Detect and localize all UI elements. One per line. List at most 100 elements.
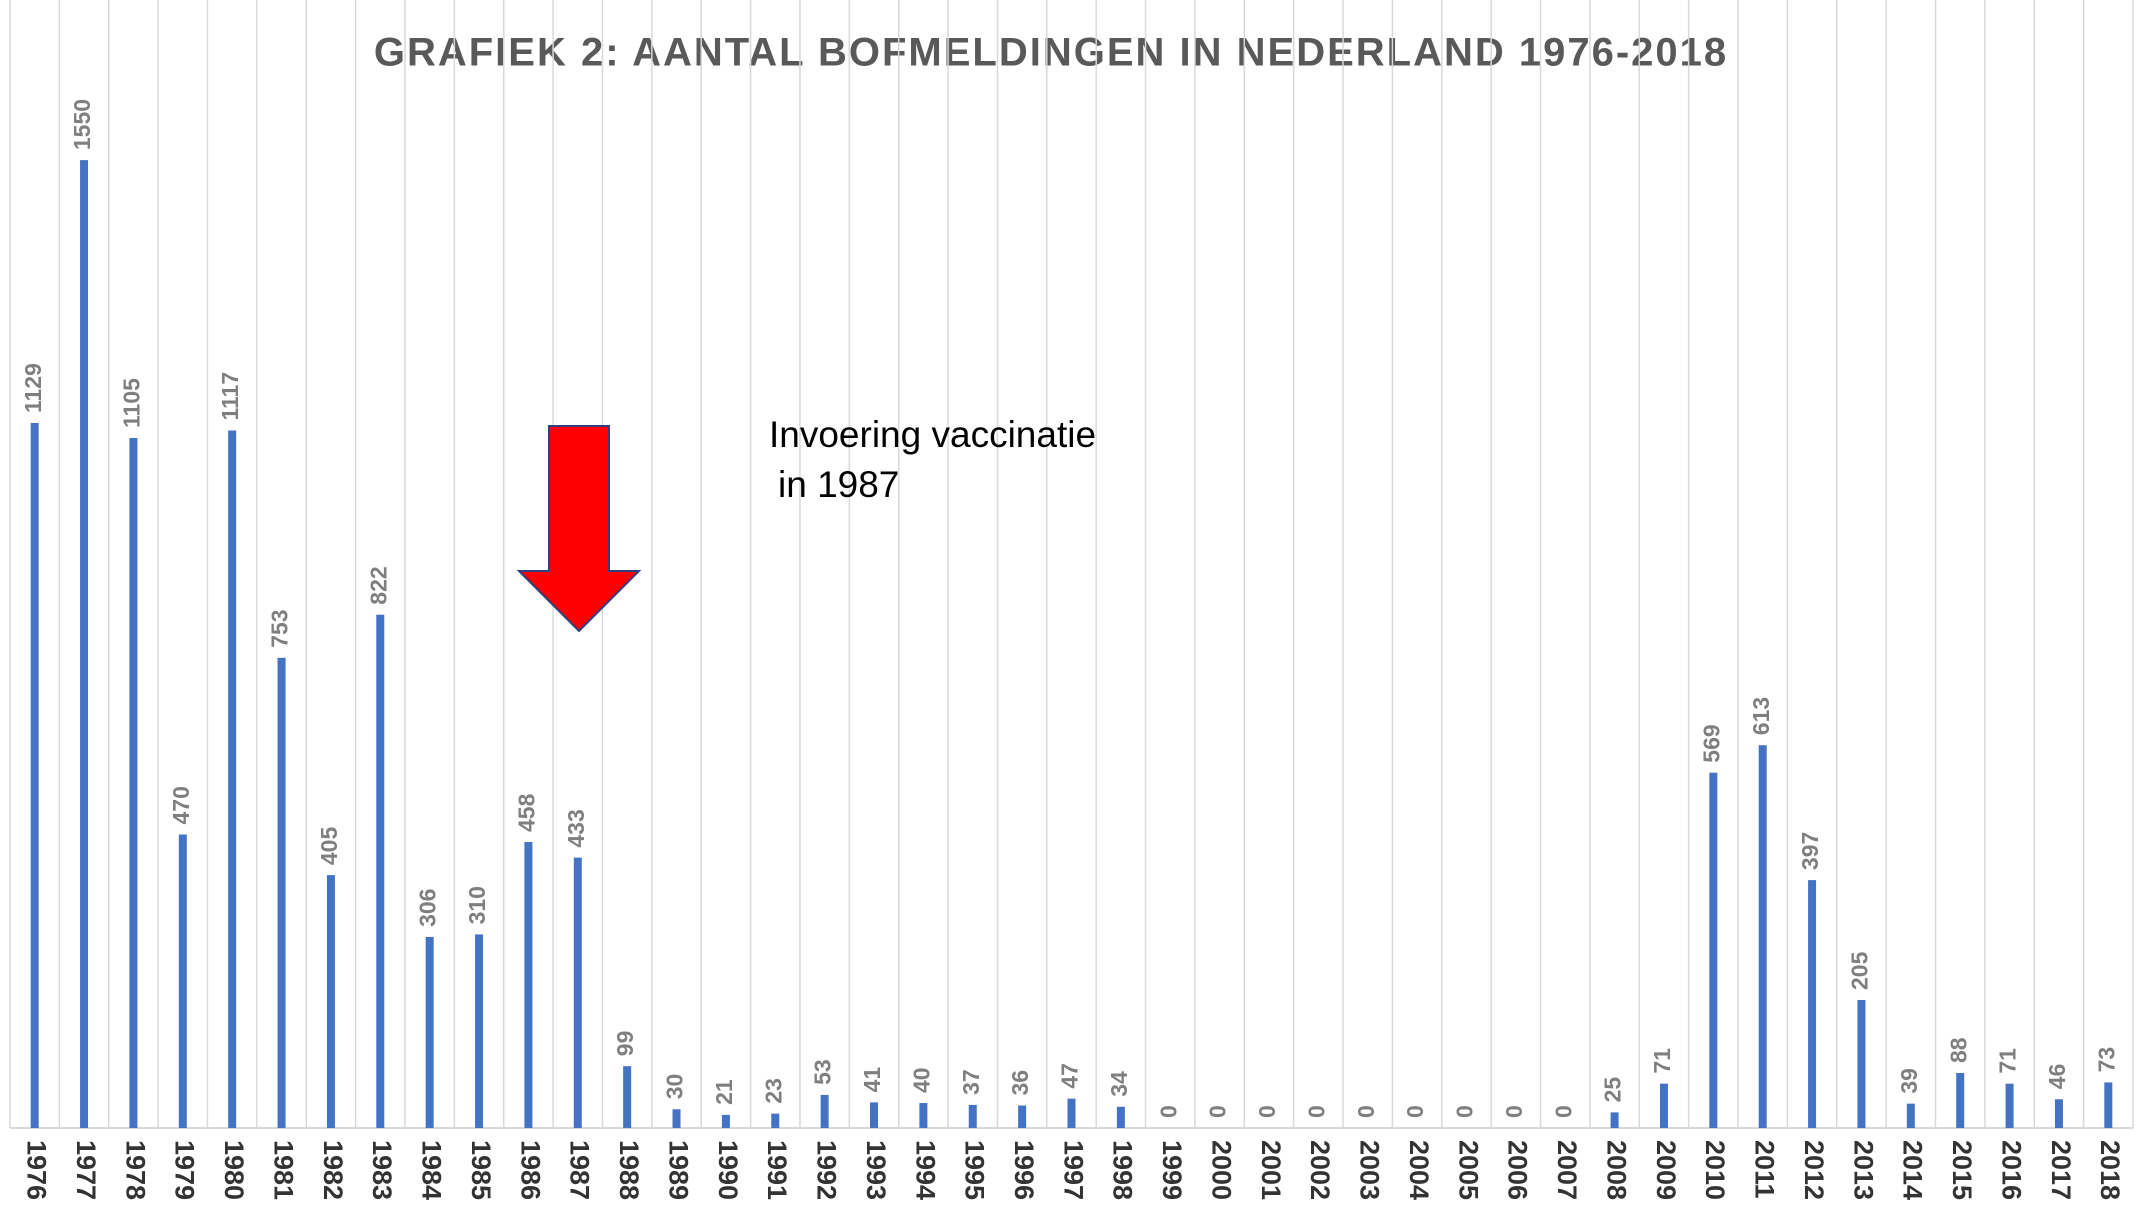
chart-title: GRAFIEK 2: AANTAL BOFMELDINGEN IN NEDERL… — [374, 31, 1728, 75]
x-tick-label: 1979 — [170, 1140, 200, 1200]
x-tick-label: 2001 — [1256, 1140, 1286, 1200]
data-label: 34 — [1106, 1071, 1132, 1097]
x-tick-label: 1978 — [120, 1140, 150, 1200]
bar — [870, 1102, 879, 1128]
x-tick-label: 2011 — [1750, 1140, 1780, 1199]
arrow — [516, 425, 642, 633]
bar — [326, 875, 335, 1128]
data-label: 1129 — [20, 363, 46, 413]
x-tick-label: 1987 — [565, 1140, 595, 1200]
bar — [1956, 1073, 1965, 1128]
bar — [1116, 1106, 1125, 1128]
bar — [524, 842, 533, 1128]
data-label: 71 — [1995, 1048, 2021, 1074]
x-tick-label: 2013 — [1848, 1140, 1878, 1200]
data-label: 397 — [1797, 832, 1823, 870]
data-label: 0 — [1501, 1105, 1527, 1118]
bar — [1018, 1105, 1027, 1128]
bar — [30, 423, 39, 1129]
data-label: 458 — [513, 793, 539, 832]
bar — [129, 437, 138, 1128]
x-tick-label: 1992 — [812, 1140, 842, 1200]
data-label: 405 — [316, 827, 342, 866]
x-tick-label: 2014 — [1898, 1140, 1928, 1200]
data-label: 99 — [612, 1031, 638, 1057]
data-label: 88 — [1945, 1037, 1971, 1063]
data-label: 0 — [1303, 1105, 1329, 1118]
data-label: 205 — [1847, 951, 1873, 990]
x-tick-label: 1993 — [861, 1140, 891, 1200]
data-label: 41 — [859, 1067, 885, 1093]
x-tick-label: 2009 — [1651, 1140, 1681, 1200]
bar — [2054, 1099, 2063, 1128]
data-label: 0 — [1452, 1105, 1478, 1118]
x-tick-label: 1985 — [466, 1140, 496, 1200]
x-tick-label: 1977 — [71, 1140, 101, 1200]
x-tick-label: 1982 — [318, 1140, 348, 1200]
data-label: 753 — [267, 609, 293, 647]
bar — [1906, 1103, 1915, 1128]
x-tick-label: 2010 — [1700, 1140, 1730, 1200]
data-label: 310 — [464, 886, 490, 924]
data-label: 0 — [1550, 1105, 1576, 1118]
x-tick-label: 2015 — [1947, 1140, 1977, 1200]
data-label: 0 — [1205, 1105, 1231, 1118]
bar — [573, 857, 582, 1128]
data-label: 39 — [1896, 1068, 1922, 1094]
bar — [721, 1114, 730, 1128]
bar — [820, 1094, 829, 1128]
x-tick-label: 2017 — [2046, 1140, 2076, 1200]
data-label: 53 — [810, 1059, 836, 1085]
x-tick-label: 2016 — [1996, 1140, 2026, 1200]
bar — [1709, 772, 1718, 1128]
data-label: 0 — [1155, 1105, 1181, 1118]
data-label: 36 — [1007, 1070, 1033, 1096]
data-label: 0 — [1254, 1105, 1280, 1118]
data-label: 433 — [563, 809, 589, 847]
bar — [425, 936, 434, 1128]
data-label: 0 — [1353, 1105, 1379, 1118]
x-tick-label: 2008 — [1601, 1140, 1631, 1200]
bar — [1659, 1083, 1668, 1128]
x-tick-label: 2005 — [1453, 1140, 1483, 1200]
x-tick-label: 2018 — [2095, 1140, 2125, 1200]
bar — [475, 934, 484, 1128]
data-label: 470 — [168, 786, 194, 824]
data-label: 71 — [1649, 1048, 1675, 1074]
bar — [968, 1104, 977, 1128]
data-label: 306 — [415, 889, 441, 927]
data-label: 1117 — [217, 372, 243, 421]
x-tick-label: 1981 — [268, 1140, 298, 1200]
data-label: 37 — [958, 1069, 984, 1095]
data-label: 40 — [908, 1067, 934, 1093]
x-tick-label: 2002 — [1305, 1140, 1335, 1200]
data-label: 21 — [711, 1079, 737, 1105]
data-label: 0 — [1402, 1105, 1428, 1118]
x-tick-label: 1994 — [910, 1140, 940, 1200]
data-label: 25 — [1600, 1077, 1626, 1103]
x-tick-label: 2000 — [1206, 1140, 1236, 1200]
data-label: 613 — [1748, 697, 1774, 735]
data-label: 822 — [365, 566, 391, 604]
bar — [1808, 880, 1817, 1128]
data-label: 30 — [662, 1074, 688, 1100]
data-label: 1105 — [119, 378, 145, 428]
bar — [376, 614, 385, 1128]
x-tick-label: 2007 — [1552, 1140, 1582, 1200]
bar — [80, 160, 89, 1129]
bar — [1610, 1112, 1619, 1128]
data-label: 569 — [1698, 724, 1724, 762]
x-tick-label: 1976 — [22, 1140, 52, 1200]
data-label: 47 — [1057, 1063, 1083, 1089]
x-tick-label: 1995 — [960, 1140, 990, 1200]
bar — [1067, 1098, 1076, 1128]
bar — [178, 834, 187, 1128]
x-tick-label: 1996 — [1009, 1140, 1039, 1200]
x-tick-label: 2006 — [1503, 1140, 1533, 1200]
x-tick-label: 1998 — [1108, 1140, 1138, 1200]
x-tick-label: 2003 — [1355, 1140, 1385, 1200]
x-tick-label: 2012 — [1799, 1140, 1829, 1200]
x-tick-label: 1990 — [713, 1140, 743, 1200]
bar — [919, 1103, 928, 1128]
